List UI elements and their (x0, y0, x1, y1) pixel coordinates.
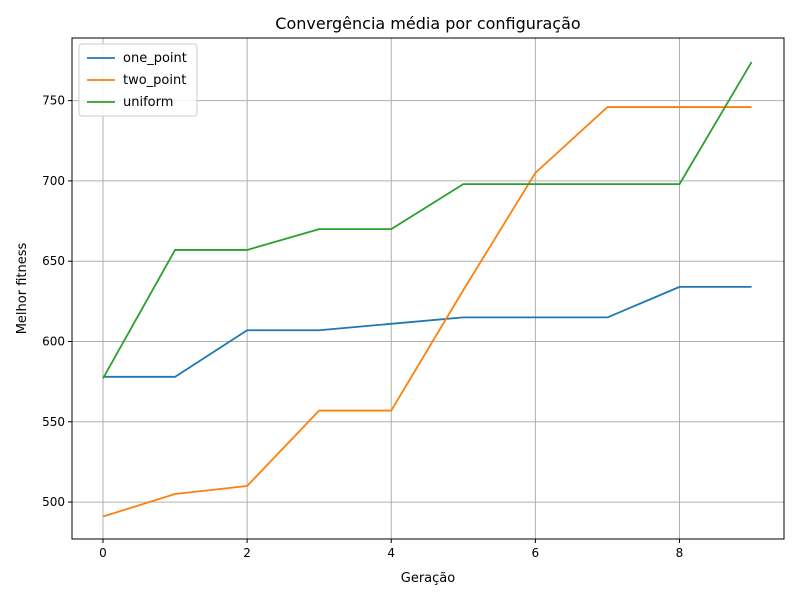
legend-label-one_point: one_point (123, 51, 187, 66)
chart-title: Convergência média por configuração (275, 14, 580, 33)
x-tick-label: 8 (676, 546, 684, 560)
axis-ticks: 0 2 4 6 8 500 550 600 650 700 750 (42, 94, 683, 560)
legend-box (78, 43, 198, 117)
y-tick-label: 550 (42, 415, 65, 429)
series-line-two_point (102, 106, 752, 518)
series-line-one_point (102, 285, 752, 378)
y-axis-label: Melhor fitness (15, 242, 30, 334)
y-tick-label: 750 (42, 94, 65, 108)
plot-frame (71, 37, 785, 540)
series-line-uniform (102, 61, 753, 379)
legend-label-uniform: uniform (123, 95, 173, 110)
x-axis-label: Geração (401, 571, 455, 586)
x-tick-label: 4 (387, 546, 395, 560)
legend-label-two_point: two_point (123, 73, 186, 88)
y-tick-label: 600 (42, 334, 65, 348)
x-tick-label: 2 (243, 546, 251, 560)
series-lines (102, 61, 753, 518)
x-tick-label: 0 (99, 546, 107, 560)
x-tick-label: 6 (532, 546, 540, 560)
y-tick-label: 650 (42, 254, 65, 268)
grid (72, 38, 784, 539)
y-tick-label: 700 (42, 174, 65, 188)
y-tick-label: 500 (42, 495, 65, 509)
